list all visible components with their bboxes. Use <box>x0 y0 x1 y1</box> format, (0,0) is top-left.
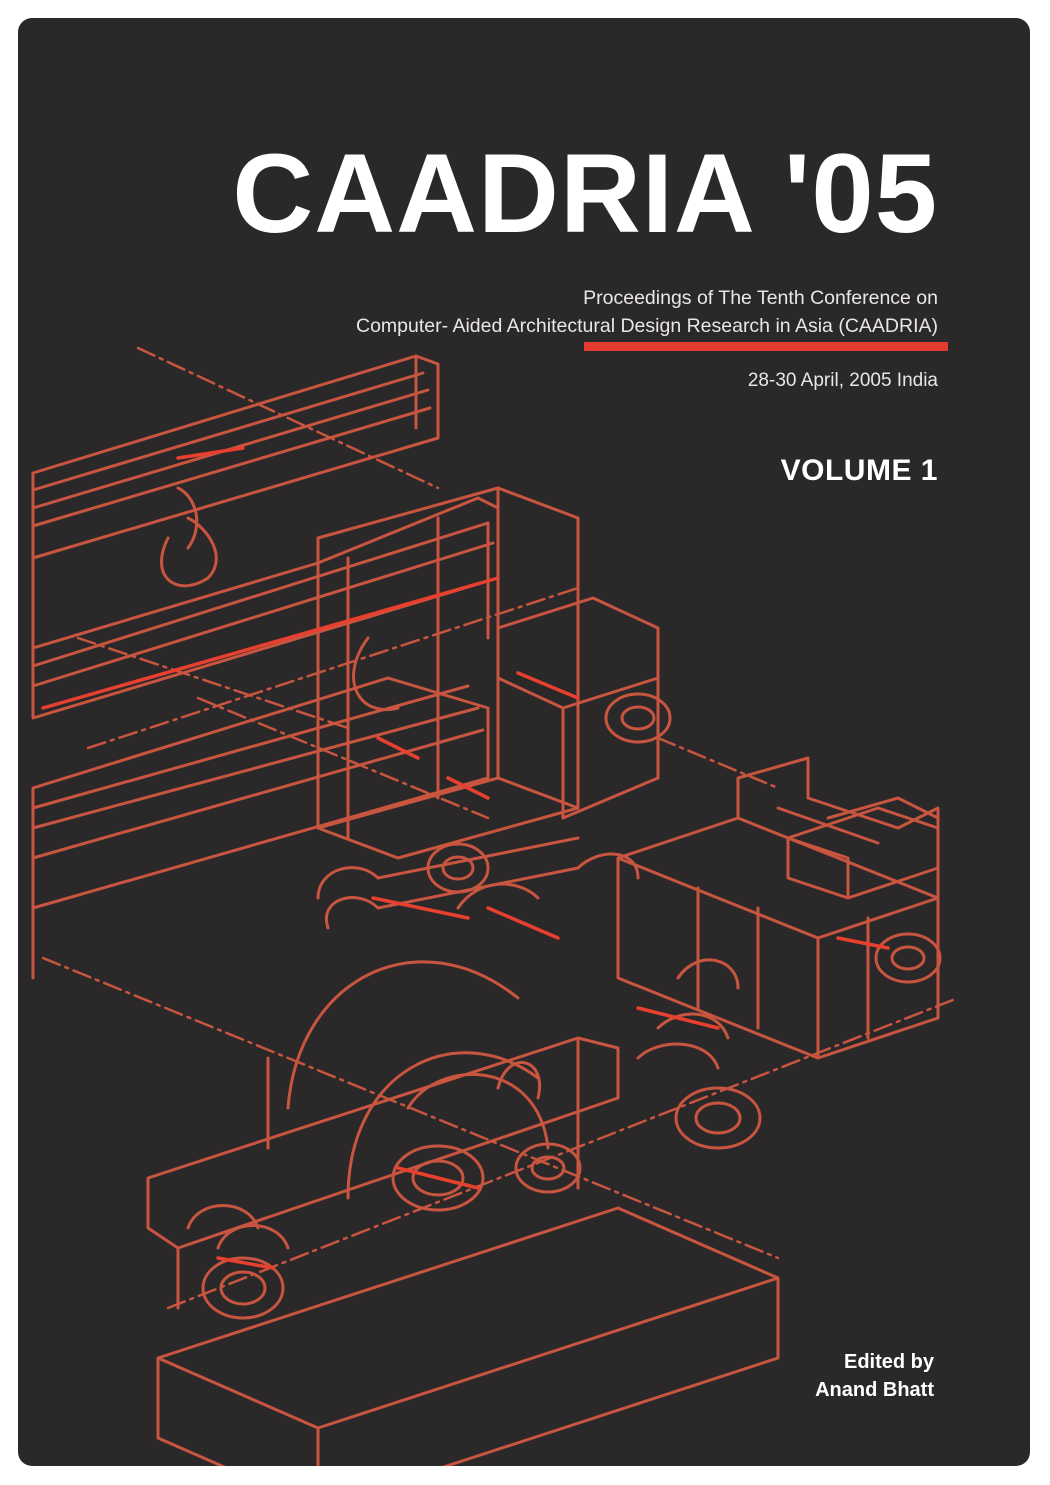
book-title: CAADRIA '05 <box>232 138 938 250</box>
book-cover: CAADRIA '05 Proceedings of The Tenth Con… <box>18 18 1030 1466</box>
arch-curves <box>268 962 578 1198</box>
volume-label: VOLUME 1 <box>781 454 938 488</box>
upper-right-cap <box>788 808 938 898</box>
book-subtitle: Proceedings of The Tenth Conference on C… <box>356 284 938 340</box>
editor-credit: Edited by Anand Bhatt <box>815 1348 934 1404</box>
right-assembly <box>618 758 938 1058</box>
accent-rule <box>584 342 948 351</box>
edited-by-label: Edited by <box>815 1348 934 1376</box>
subtitle-line-1: Proceedings of The Tenth Conference on <box>356 284 938 312</box>
second-beam <box>33 498 498 718</box>
subtitle-line-2: Computer- Aided Architectural Design Res… <box>356 312 938 340</box>
editor-name: Anand Bhatt <box>815 1376 934 1404</box>
conference-dates: 28-30 April, 2005 India <box>748 370 938 392</box>
